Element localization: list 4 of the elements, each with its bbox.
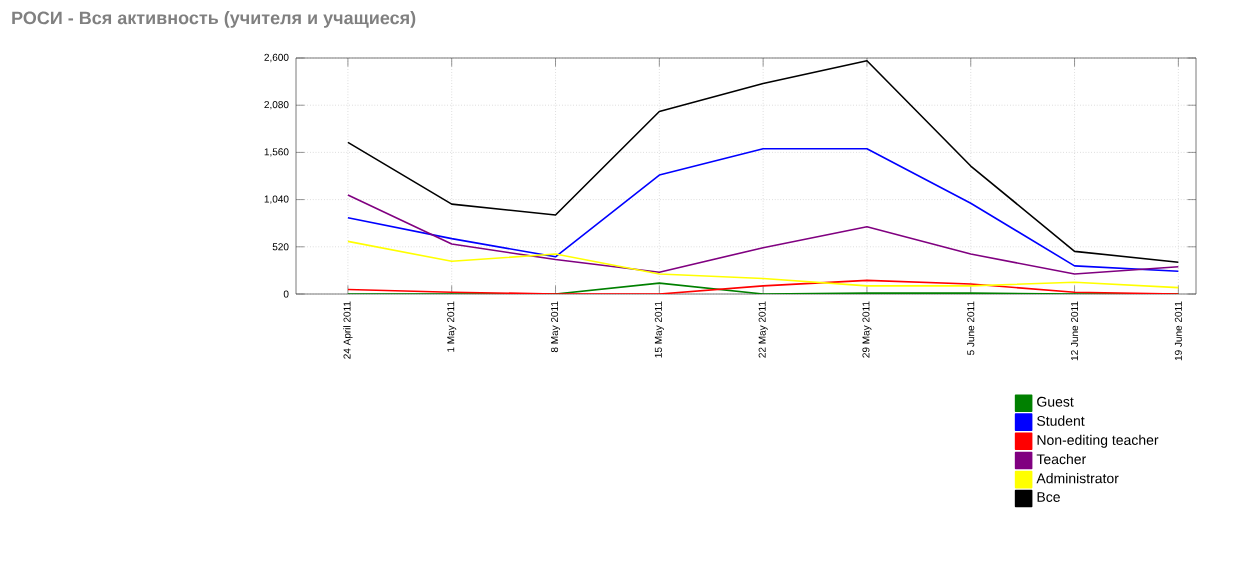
line-series bbox=[347, 147, 1180, 273]
line-series bbox=[347, 194, 1180, 275]
chart-title: РОСИ - Вся активность (учителя и учащиеся) bbox=[12, 11, 416, 28]
line-series bbox=[347, 240, 1180, 289]
